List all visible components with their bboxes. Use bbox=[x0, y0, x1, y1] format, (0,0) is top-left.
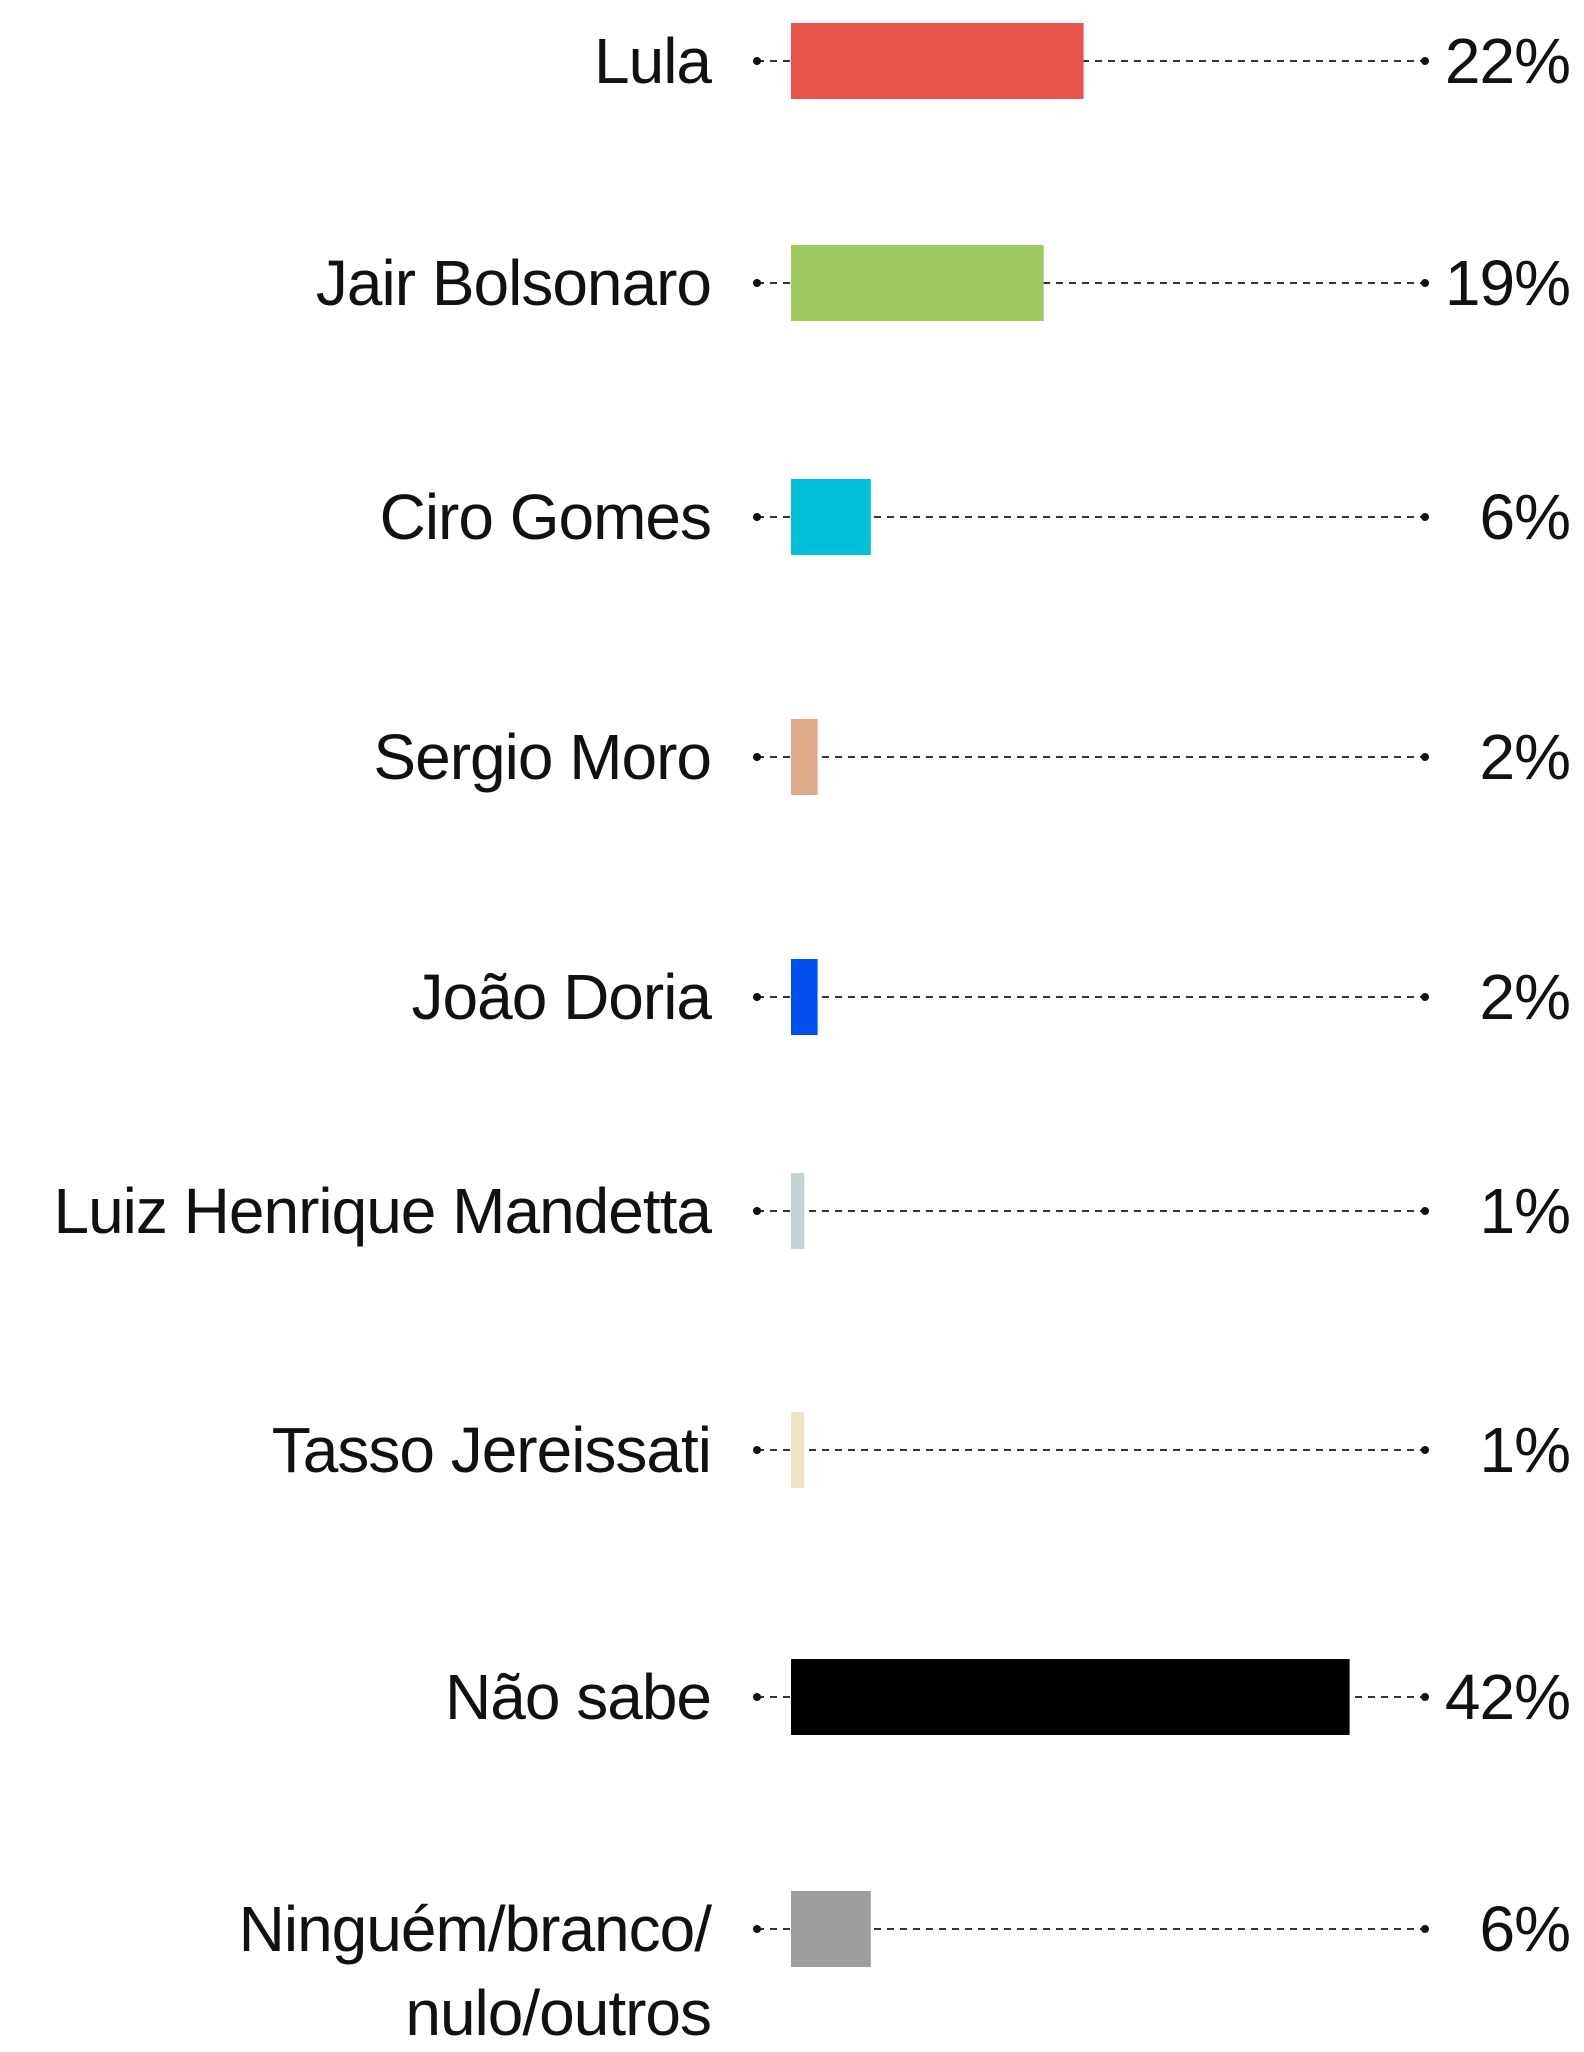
bar bbox=[791, 1173, 805, 1249]
value-label: 2% bbox=[1479, 721, 1571, 793]
leader-dot bbox=[1421, 1446, 1429, 1454]
value-label: 42% bbox=[1444, 1661, 1571, 1733]
bar bbox=[791, 959, 818, 1035]
leader-dot bbox=[1421, 57, 1429, 65]
bar bbox=[791, 479, 871, 555]
value-label: 1% bbox=[1479, 1414, 1571, 1486]
value-label: 22% bbox=[1444, 25, 1571, 97]
bar bbox=[791, 23, 1084, 99]
bar bbox=[791, 1659, 1350, 1735]
leader-dot bbox=[1421, 1207, 1429, 1215]
value-label: 6% bbox=[1479, 1893, 1571, 1965]
category-label: Sergio Moro bbox=[373, 721, 712, 793]
bar bbox=[791, 245, 1044, 321]
value-label: 19% bbox=[1444, 247, 1571, 319]
leader-dot bbox=[1421, 513, 1429, 521]
category-label: Luiz Henrique Mandetta bbox=[53, 1175, 712, 1247]
category-label: João Doria bbox=[411, 961, 712, 1033]
category-label: Tasso Jereissati bbox=[271, 1414, 712, 1486]
category-label: Lula bbox=[594, 25, 712, 97]
value-label: 6% bbox=[1479, 481, 1571, 553]
category-label: Jair Bolsonaro bbox=[315, 247, 712, 319]
category-label: Não sabe bbox=[445, 1661, 712, 1733]
leader-dot bbox=[1421, 753, 1429, 761]
leader-dot bbox=[753, 1693, 761, 1701]
leader-dot bbox=[753, 993, 761, 1001]
leader-dot bbox=[1421, 279, 1429, 287]
leader-dot bbox=[1421, 1693, 1429, 1701]
category-label: Ciro Gomes bbox=[379, 481, 712, 553]
value-label: 2% bbox=[1479, 961, 1571, 1033]
leader-dot bbox=[753, 1925, 761, 1933]
leader-dot bbox=[753, 57, 761, 65]
leader-dot bbox=[1421, 1925, 1429, 1933]
leader-dot bbox=[753, 1207, 761, 1215]
category-label: Ninguém/branco/ nulo/outros bbox=[238, 1893, 712, 2049]
leader-dot bbox=[753, 513, 761, 521]
leader-dot bbox=[753, 753, 761, 761]
bar bbox=[791, 719, 818, 795]
leader-dot bbox=[753, 279, 761, 287]
value-label: 1% bbox=[1479, 1175, 1571, 1247]
bar bbox=[791, 1412, 805, 1488]
leader-dot bbox=[1421, 993, 1429, 1001]
leader-dot bbox=[753, 1446, 761, 1454]
bar bbox=[791, 1891, 871, 1967]
